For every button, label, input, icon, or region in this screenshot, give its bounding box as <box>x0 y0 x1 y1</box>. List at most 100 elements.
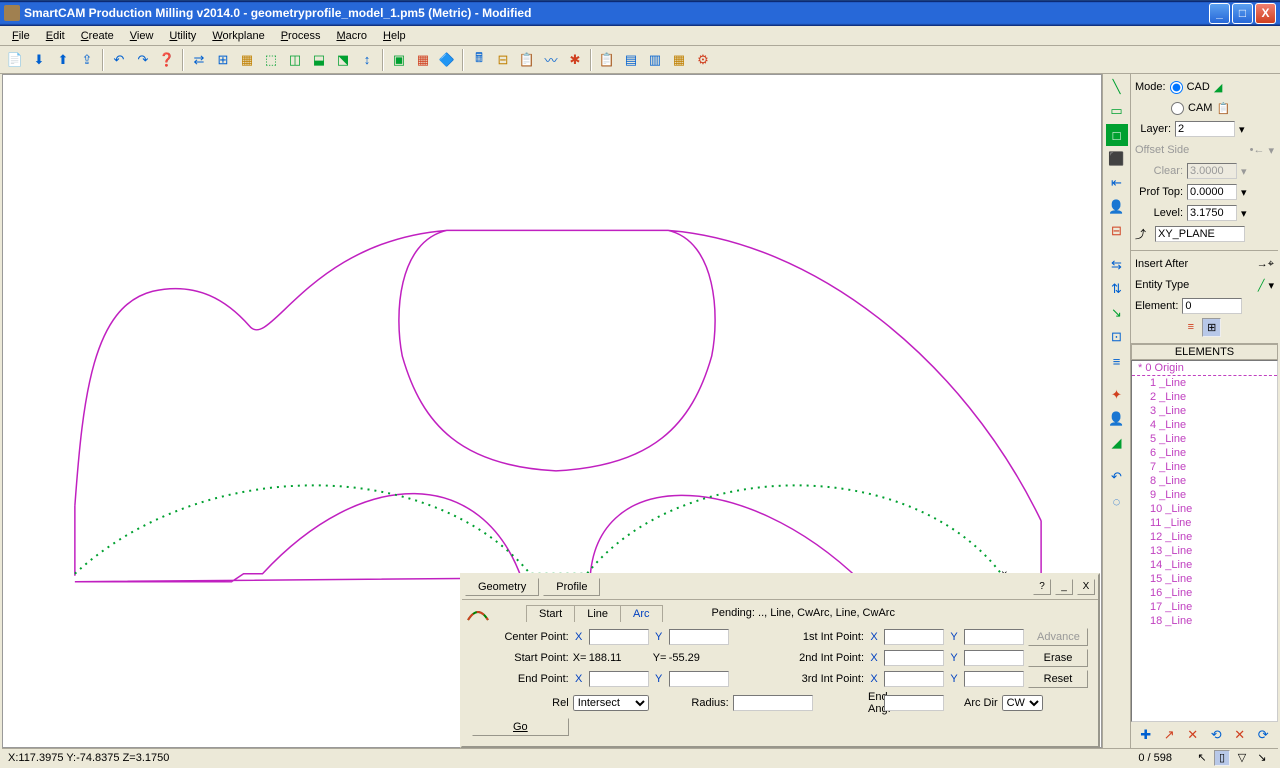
vtool-person1-icon[interactable]: 👤 <box>1106 196 1128 218</box>
center-y-input[interactable] <box>669 629 729 645</box>
center-x-input[interactable] <box>589 629 649 645</box>
endang-input[interactable] <box>884 695 944 711</box>
element-item[interactable]: 4 _Line <box>1132 418 1277 432</box>
vtool-c-icon[interactable]: ↘ <box>1106 302 1128 324</box>
vtool-f-icon[interactable]: ✦ <box>1106 384 1128 406</box>
bt4-icon[interactable]: ⟲ <box>1206 724 1228 746</box>
vtool-h-icon[interactable]: ◢ <box>1106 432 1128 454</box>
vtool-cube-icon[interactable]: ⬛ <box>1106 148 1128 170</box>
subtab-start[interactable]: Start <box>526 605 575 622</box>
element-item[interactable]: 7 _Line <box>1132 460 1277 474</box>
end-x-input[interactable] <box>589 671 649 687</box>
elements-list[interactable]: * 0 Origin 1 _Line2 _Line3 _Line4 _Line5… <box>1131 360 1278 722</box>
menu-macro[interactable]: Macro <box>328 28 375 44</box>
reset-button[interactable]: Reset <box>1028 670 1088 688</box>
erase-button[interactable]: Erase <box>1028 649 1088 667</box>
element-item[interactable]: 11 _Line <box>1132 516 1277 530</box>
element-item[interactable]: 12 _Line <box>1132 530 1277 544</box>
level-dropdown[interactable]: ▾ <box>1241 207 1247 220</box>
end-y-input[interactable] <box>669 671 729 687</box>
tool4-icon[interactable]: ⬚ <box>260 49 282 71</box>
subtab-arc[interactable]: Arc <box>620 605 663 622</box>
level-input[interactable] <box>1187 205 1237 221</box>
maximize-button[interactable]: □ <box>1232 3 1253 24</box>
layer-input[interactable] <box>1175 121 1235 137</box>
menu-view[interactable]: View <box>122 28 162 44</box>
vtool-i-icon[interactable]: ◌ <box>1106 490 1128 512</box>
vtool-b-icon[interactable]: ⇅ <box>1106 278 1128 300</box>
element-item[interactable]: 9 _Line <box>1132 488 1277 502</box>
vtool-g-icon[interactable]: 👤 <box>1106 408 1128 430</box>
int1-y-input[interactable] <box>964 629 1024 645</box>
element-item[interactable]: 14 _Line <box>1132 558 1277 572</box>
status-icon2[interactable]: ▽ <box>1234 750 1250 766</box>
go-button[interactable]: Go <box>472 718 569 736</box>
gear-icon[interactable]: ⚙ <box>692 49 714 71</box>
tool13-icon[interactable]: ⊟ <box>492 49 514 71</box>
menu-file[interactable]: File <box>4 28 38 44</box>
tool17-icon[interactable]: 📋 <box>596 49 618 71</box>
bt6-icon[interactable]: ⟳ <box>1253 724 1275 746</box>
help-icon[interactable]: ❓ <box>156 49 178 71</box>
int3-y-input[interactable] <box>964 671 1024 687</box>
element-item[interactable]: 17 _Line <box>1132 600 1277 614</box>
dialog-help-button[interactable]: ? <box>1033 579 1051 595</box>
menu-help[interactable]: Help <box>375 28 414 44</box>
bt5-icon[interactable]: ✕ <box>1229 724 1251 746</box>
element-item[interactable]: 5 _Line <box>1132 432 1277 446</box>
element-item[interactable]: 6 _Line <box>1132 446 1277 460</box>
minimize-button[interactable]: _ <box>1209 3 1230 24</box>
element-item[interactable]: 8 _Line <box>1132 474 1277 488</box>
dialog-tab-geometry[interactable]: Geometry <box>465 578 539 596</box>
status-icon1[interactable]: ▯ <box>1214 750 1230 766</box>
int1-x-input[interactable] <box>884 629 944 645</box>
element-item[interactable]: 18 _Line <box>1132 614 1277 628</box>
tool2-icon[interactable]: ⊞ <box>212 49 234 71</box>
int3-x-input[interactable] <box>884 671 944 687</box>
element-input[interactable] <box>1182 298 1242 314</box>
undo-icon[interactable]: ↶ <box>108 49 130 71</box>
tool10-icon[interactable]: ▦ <box>412 49 434 71</box>
prop-icon1[interactable]: ≡ <box>1188 321 1194 333</box>
tool15-icon[interactable]: 〰 <box>540 49 562 71</box>
tool12-icon[interactable]: 🖩 <box>468 49 490 71</box>
dialog-tab-profile[interactable]: Profile <box>543 578 600 596</box>
element-item[interactable]: 3 _Line <box>1132 404 1277 418</box>
saveas-icon[interactable]: ⇪ <box>76 49 98 71</box>
tool19-icon[interactable]: ▥ <box>644 49 666 71</box>
radius-input[interactable] <box>733 695 813 711</box>
vtool-d-icon[interactable]: ⊡ <box>1106 326 1128 348</box>
redo-icon[interactable]: ↷ <box>132 49 154 71</box>
menu-process[interactable]: Process <box>273 28 329 44</box>
element-item[interactable]: 10 _Line <box>1132 502 1277 516</box>
vtool-rect-icon[interactable]: ▭ <box>1106 100 1128 122</box>
element-item[interactable]: 16 _Line <box>1132 586 1277 600</box>
dialog-min-button[interactable]: _ <box>1055 579 1073 595</box>
vtool-a-icon[interactable]: ⇆ <box>1106 254 1128 276</box>
tool18-icon[interactable]: ▤ <box>620 49 642 71</box>
arcdir-select[interactable]: CW <box>1002 695 1043 711</box>
tool20-icon[interactable]: ▦ <box>668 49 690 71</box>
insert-icon[interactable]: →⌖ <box>1257 258 1274 271</box>
element-item[interactable]: 13 _Line <box>1132 544 1277 558</box>
tool9-icon[interactable]: ▣ <box>388 49 410 71</box>
vtool-undo-icon[interactable]: ↶ <box>1106 466 1128 488</box>
prop-icon2[interactable]: ⊞ <box>1202 318 1221 337</box>
menu-edit[interactable]: Edit <box>38 28 73 44</box>
mode-cam-radio[interactable] <box>1171 102 1184 115</box>
entity-dropdown[interactable]: ▾ <box>1268 279 1274 292</box>
int2-x-input[interactable] <box>884 650 944 666</box>
element-item[interactable]: 1 _Line <box>1132 376 1277 390</box>
tool8-icon[interactable]: ↕ <box>356 49 378 71</box>
menu-create[interactable]: Create <box>73 28 122 44</box>
plane-input[interactable] <box>1155 226 1245 242</box>
proftop-input[interactable] <box>1187 184 1237 200</box>
subtab-line[interactable]: Line <box>574 605 621 622</box>
vtool-line-icon[interactable]: ╲ <box>1106 76 1128 98</box>
open-icon[interactable]: ⬇ <box>28 49 50 71</box>
vtool-person2-icon[interactable]: ⊟ <box>1106 220 1128 242</box>
bt2-icon[interactable]: ↗ <box>1159 724 1181 746</box>
new-icon[interactable]: 📄 <box>4 49 26 71</box>
tool16-icon[interactable]: ✱ <box>564 49 586 71</box>
tool7-icon[interactable]: ⬔ <box>332 49 354 71</box>
